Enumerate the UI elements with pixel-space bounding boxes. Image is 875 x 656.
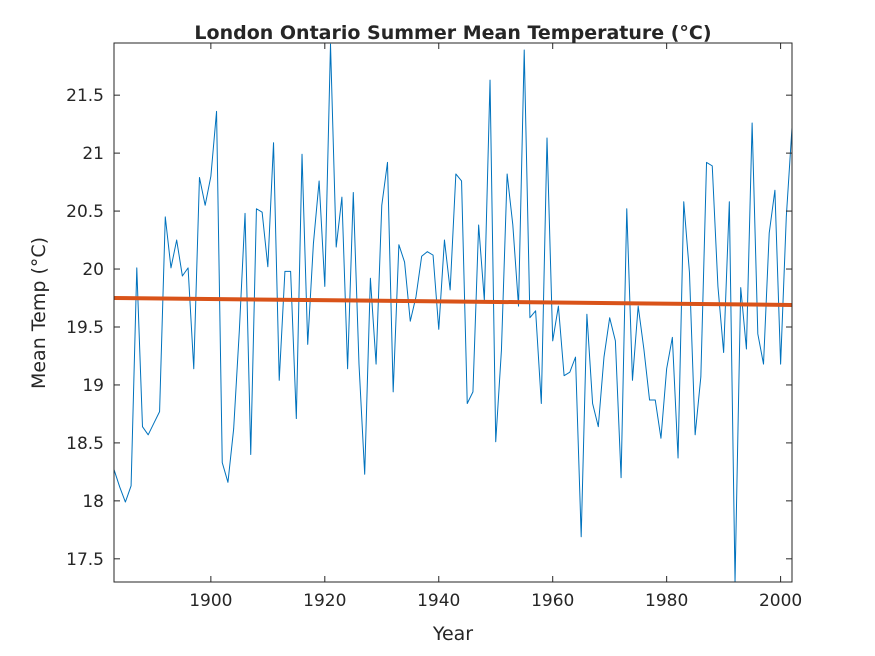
x-tick-label: 1960 [531, 591, 574, 611]
chart-title: London Ontario Summer Mean Temperature (… [194, 22, 711, 44]
y-tick-label: 20.5 [66, 202, 104, 222]
x-tick-label: 1940 [417, 591, 460, 611]
x-tick-label: 2000 [759, 591, 802, 611]
y-axis-label: Mean Temp (°C) [28, 237, 50, 389]
y-tick-label: 20 [82, 260, 104, 280]
x-tick-label: 1980 [645, 591, 688, 611]
trend-line [113, 296, 793, 307]
y-tick-label: 19.5 [66, 318, 104, 338]
x-axis-label: Year [432, 623, 473, 645]
x-tick-label: 1900 [189, 591, 232, 611]
temperature-series-line [113, 43, 793, 583]
axes-box [113, 42, 793, 583]
y-tick-label: 21.5 [66, 86, 104, 106]
plot-area [114, 43, 792, 582]
axes-layer: 1900 1920 1940 1960 1980 2000 17.5 18 18.5 19 19.5… [66, 42, 802, 611]
y-tick-label: 21 [82, 144, 104, 164]
y-tick-label: 17.5 [66, 550, 104, 570]
y-tick-label: 18.5 [66, 434, 104, 454]
y-tick-label: 18 [82, 492, 104, 512]
series-layer [113, 43, 793, 583]
x-tick-label: 1920 [303, 591, 346, 611]
y-tick-label: 19 [82, 376, 104, 396]
